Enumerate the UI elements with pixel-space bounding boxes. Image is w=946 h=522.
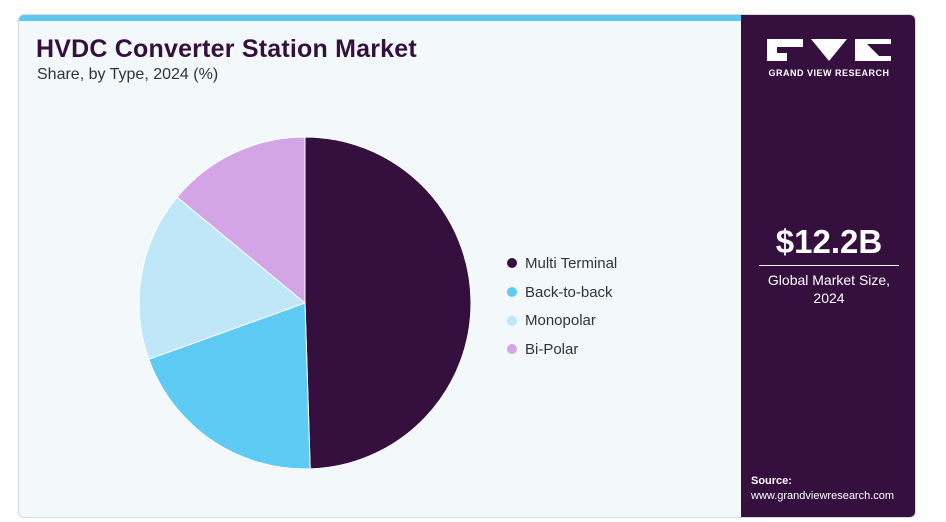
legend-label: Bi-Polar xyxy=(525,340,579,358)
legend-label: Multi Terminal xyxy=(525,254,618,272)
chart-subtitle: Share, by Type, 2024 (%) xyxy=(37,66,219,83)
legend-label: Back-to-back xyxy=(525,283,613,301)
divider xyxy=(759,265,899,266)
pie-chart xyxy=(138,136,472,470)
legend-label: Monopolar xyxy=(525,312,596,330)
accent-bar xyxy=(19,15,741,21)
source-label: Source: xyxy=(751,475,792,487)
legend-item: Multi Terminal xyxy=(507,249,617,278)
grand-view-research-logo xyxy=(767,39,891,61)
legend-swatch xyxy=(507,315,517,326)
market-size-caption: Global Market Size, 2024 xyxy=(767,272,891,306)
pie-slice-monopolar xyxy=(138,196,306,360)
pie-slice-back-to-back xyxy=(148,302,311,470)
legend-swatch xyxy=(507,258,517,269)
legend-item: Monopolar xyxy=(507,306,617,335)
pie-slice-bi-polar xyxy=(176,136,306,305)
pie-slice-multi-terminal xyxy=(304,136,472,470)
market-size-value: $12.2B xyxy=(775,223,883,260)
legend-swatch xyxy=(507,287,517,298)
chart-title: HVDC Converter Station Market xyxy=(36,35,417,63)
brand-name: GRAND VIEW RESEARCH xyxy=(768,68,890,78)
legend-item: Bi-Polar xyxy=(507,335,617,364)
legend-item: Back-to-back xyxy=(507,278,617,307)
chart-legend: Multi Terminal Back-to-back Monopolar Bi-Po… xyxy=(507,249,617,364)
report-card: HVDC Converter Station Market Share, by … xyxy=(18,14,916,518)
sidebar-panel: GRAND VIEW RESEARCH $12.2B Global Market… xyxy=(741,15,915,517)
source-link[interactable]: www.grandviewresearch.com xyxy=(751,490,895,502)
legend-swatch xyxy=(507,344,517,355)
